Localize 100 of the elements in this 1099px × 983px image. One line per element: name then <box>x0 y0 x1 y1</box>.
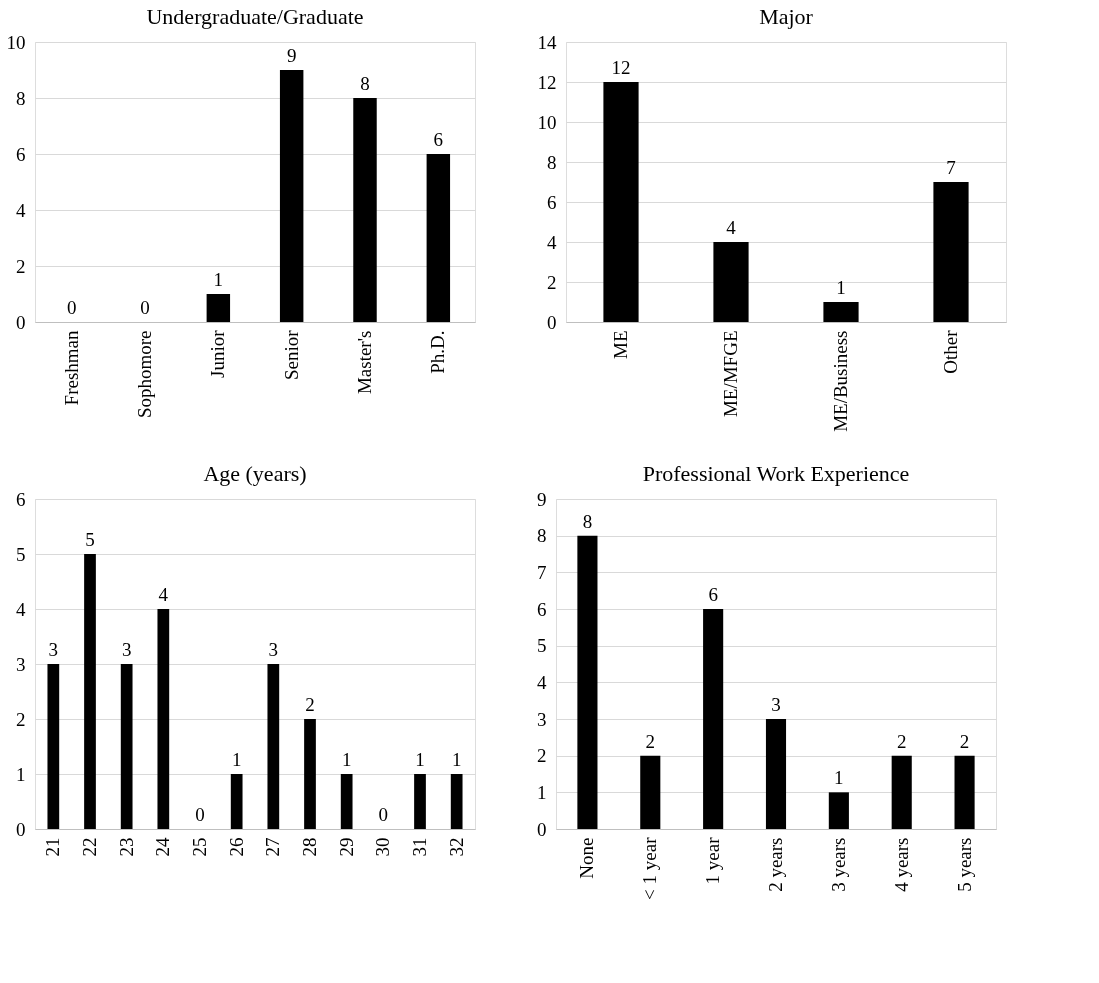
x-tick-label: < 1 year <box>639 836 661 900</box>
x-tick-label: 30 <box>372 837 394 857</box>
data-label: 7 <box>946 157 956 178</box>
data-label: 1 <box>231 749 242 770</box>
x-tick-label: Junior <box>207 329 229 378</box>
y-tick-label: 6 <box>537 598 547 620</box>
y-tick-label: 2 <box>16 255 26 277</box>
x-tick-label: 2 years <box>765 837 786 892</box>
data-label: 6 <box>433 129 444 150</box>
chart-title: Age (years) <box>203 461 307 486</box>
data-label: 9 <box>286 45 297 66</box>
y-tick-label: 3 <box>537 708 547 730</box>
chart-title: Major <box>759 4 814 29</box>
bar <box>304 719 316 829</box>
bar <box>933 182 969 322</box>
x-tick-label: ME/Business <box>830 330 851 432</box>
data-label: 0 <box>195 804 205 825</box>
data-label: 0 <box>140 297 150 318</box>
bar <box>47 664 60 829</box>
bar <box>765 719 787 829</box>
x-tick-label: 21 <box>42 837 64 857</box>
y-tick-label: 2 <box>16 708 26 730</box>
y-tick-label: 4 <box>16 199 26 221</box>
x-tick-label: 28 <box>299 837 320 857</box>
bar <box>703 609 724 829</box>
data-label: 1 <box>341 749 352 770</box>
bar <box>828 792 849 829</box>
data-label: 2 <box>305 694 315 715</box>
data-label: 1 <box>451 749 462 770</box>
x-tick-label: 24 <box>152 837 174 857</box>
data-label: 1 <box>836 277 846 298</box>
bar <box>414 774 426 829</box>
x-tick-label: 25 <box>189 837 210 857</box>
y-tick-label: 8 <box>537 525 547 547</box>
x-tick-label: 26 <box>225 837 247 857</box>
data-label: 1 <box>213 269 224 290</box>
data-label: 8 <box>360 73 370 94</box>
data-label: 2 <box>959 730 970 752</box>
y-tick-label: 10 <box>6 31 26 53</box>
bar <box>267 664 280 829</box>
bar <box>603 82 639 322</box>
data-label: 12 <box>611 57 631 78</box>
bar <box>713 242 749 322</box>
y-tick-label: 6 <box>16 488 26 510</box>
bar <box>230 774 243 829</box>
data-label: 1 <box>834 767 844 789</box>
data-label: 0 <box>378 804 389 825</box>
bar <box>340 774 353 829</box>
y-tick-label: 8 <box>16 87 26 109</box>
x-tick-label: 27 <box>262 837 284 857</box>
data-label: 2 <box>896 730 907 752</box>
data-label: 5 <box>85 529 95 550</box>
y-tick-label: 4 <box>537 671 547 693</box>
bar <box>120 664 133 829</box>
data-label: 1 <box>415 749 425 770</box>
x-tick-label: 5 years <box>953 837 975 892</box>
y-tick-label: 3 <box>16 653 26 675</box>
data-label: 4 <box>158 584 169 605</box>
x-tick-label: 22 <box>79 837 100 857</box>
y-tick-label: 1 <box>537 781 547 803</box>
data-label: 6 <box>708 584 718 605</box>
y-tick-label: 4 <box>16 598 26 620</box>
data-label: 8 <box>582 510 593 532</box>
y-tick-label: 5 <box>537 635 547 657</box>
y-tick-label: 12 <box>537 71 557 93</box>
bar <box>954 755 975 829</box>
bar <box>353 98 377 322</box>
x-tick-label: 23 <box>115 837 137 857</box>
bar <box>823 302 859 322</box>
x-tick-label: Freshman <box>60 330 82 406</box>
y-tick-label: 2 <box>547 271 557 293</box>
data-label: 2 <box>645 730 656 752</box>
x-tick-label: 1 year <box>702 836 724 885</box>
x-tick-label: Master's <box>354 330 375 395</box>
bar <box>450 774 463 829</box>
bar <box>157 609 170 829</box>
x-tick-label: 29 <box>335 837 357 857</box>
y-tick-label: 0 <box>537 818 547 840</box>
y-tick-label: 6 <box>16 143 26 165</box>
data-label: 3 <box>771 694 781 715</box>
y-tick-label: 9 <box>537 488 547 510</box>
x-tick-label: Ph.D. <box>427 330 449 374</box>
chart-title: Professional Work Experience <box>642 461 910 486</box>
x-tick-label: Sophomore <box>134 330 155 419</box>
data-label: 0 <box>66 297 77 318</box>
y-tick-label: 5 <box>16 543 26 565</box>
x-tick-label: ME <box>610 330 631 359</box>
x-tick-label: None <box>576 837 598 879</box>
y-tick-label: 4 <box>547 231 557 253</box>
x-tick-label: Other <box>940 329 961 374</box>
x-tick-label: Senior <box>280 329 302 381</box>
bar <box>891 755 912 829</box>
y-tick-label: 8 <box>547 151 557 173</box>
data-label: 4 <box>726 217 737 238</box>
y-tick-label: 6 <box>547 191 557 213</box>
x-tick-label: 4 years <box>890 837 912 892</box>
data-label: 3 <box>268 639 279 660</box>
bar <box>577 535 598 829</box>
x-tick-label: 3 years <box>827 837 849 892</box>
y-tick-label: 0 <box>547 311 557 333</box>
